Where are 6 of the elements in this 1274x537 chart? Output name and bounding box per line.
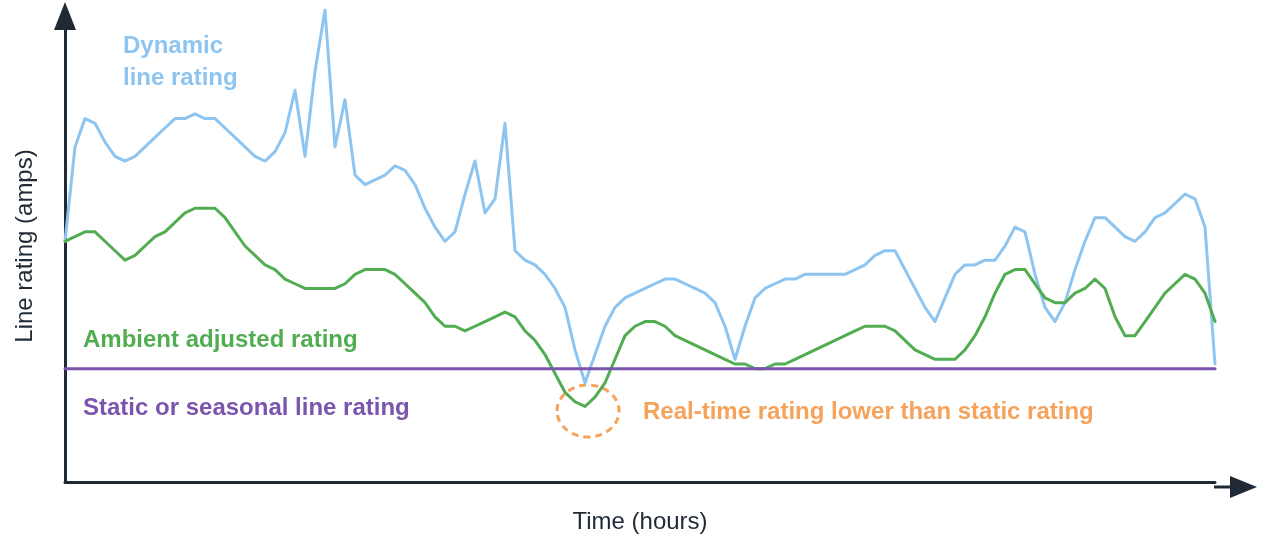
annotation: Real-time rating lower than static rating [643, 396, 1094, 424]
series-label: Dynamic line rating [123, 30, 238, 90]
series-label: Static or seasonal line rating [83, 392, 410, 420]
x-axis-title: Time (hours) [572, 506, 708, 534]
series-label: Ambient adjusted rating [83, 324, 358, 352]
y-axis-title: Line rating (amps) [9, 149, 37, 343]
